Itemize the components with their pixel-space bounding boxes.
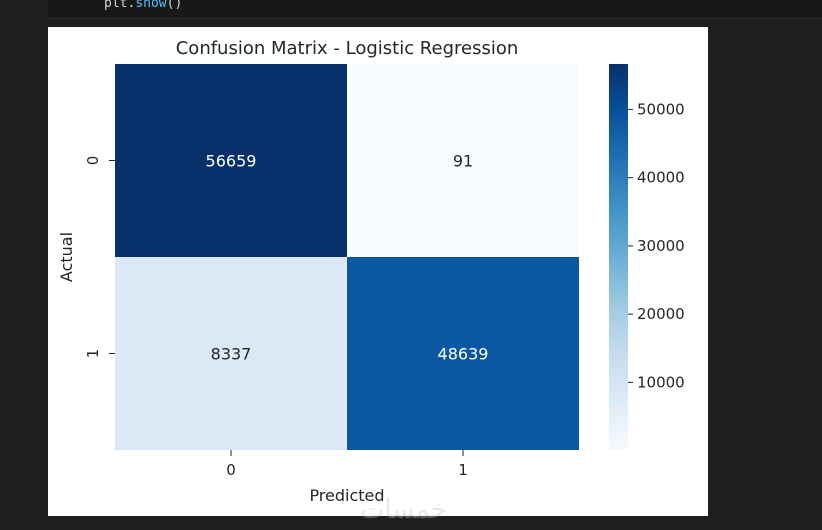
x-axis-label: Predicted [309,486,384,505]
cell-annotation: 48639 [438,345,489,364]
code-method: show [135,0,167,11]
y-tick-label: 0 [84,156,102,166]
heatmap-cell-1-1 [347,257,579,450]
chart-title: Confusion Matrix - Logistic Regression [176,38,519,59]
colorbar-tick-label: 30000 [637,237,685,255]
heatmap-cell-0-1 [347,64,579,257]
plot-output: Confusion Matrix - Logistic Regression 56… [48,27,708,516]
cell-annotation: 8337 [211,345,252,364]
colorbar-tick-label: 20000 [637,305,685,323]
code-line: plt.show() [104,0,182,11]
confusion-matrix-heatmap: Confusion Matrix - Logistic Regression 56… [57,38,685,505]
colorbar [609,64,628,450]
code-cell[interactable]: plt.show() [48,0,822,19]
cell-annotation: 56659 [206,152,257,171]
code-output-area: plt.show() [0,0,822,22]
x-tick-label: 1 [458,461,468,479]
code-args: () [166,0,183,11]
colorbar-tick-label: 10000 [637,373,685,391]
heatmap-cell-1-0 [115,257,347,450]
cell-annotation: 91 [453,152,473,171]
y-axis-label: Actual [57,232,76,282]
x-tick-label: 0 [226,461,236,479]
notebook-gutter [708,27,822,530]
watermark: خمسات [360,495,447,525]
colorbar-tick-label: 50000 [637,100,685,118]
y-tick-label: 1 [84,349,102,359]
code-object: plt [104,0,128,11]
heatmap-cell-0-0 [115,64,347,257]
colorbar-tick-label: 40000 [637,169,685,187]
